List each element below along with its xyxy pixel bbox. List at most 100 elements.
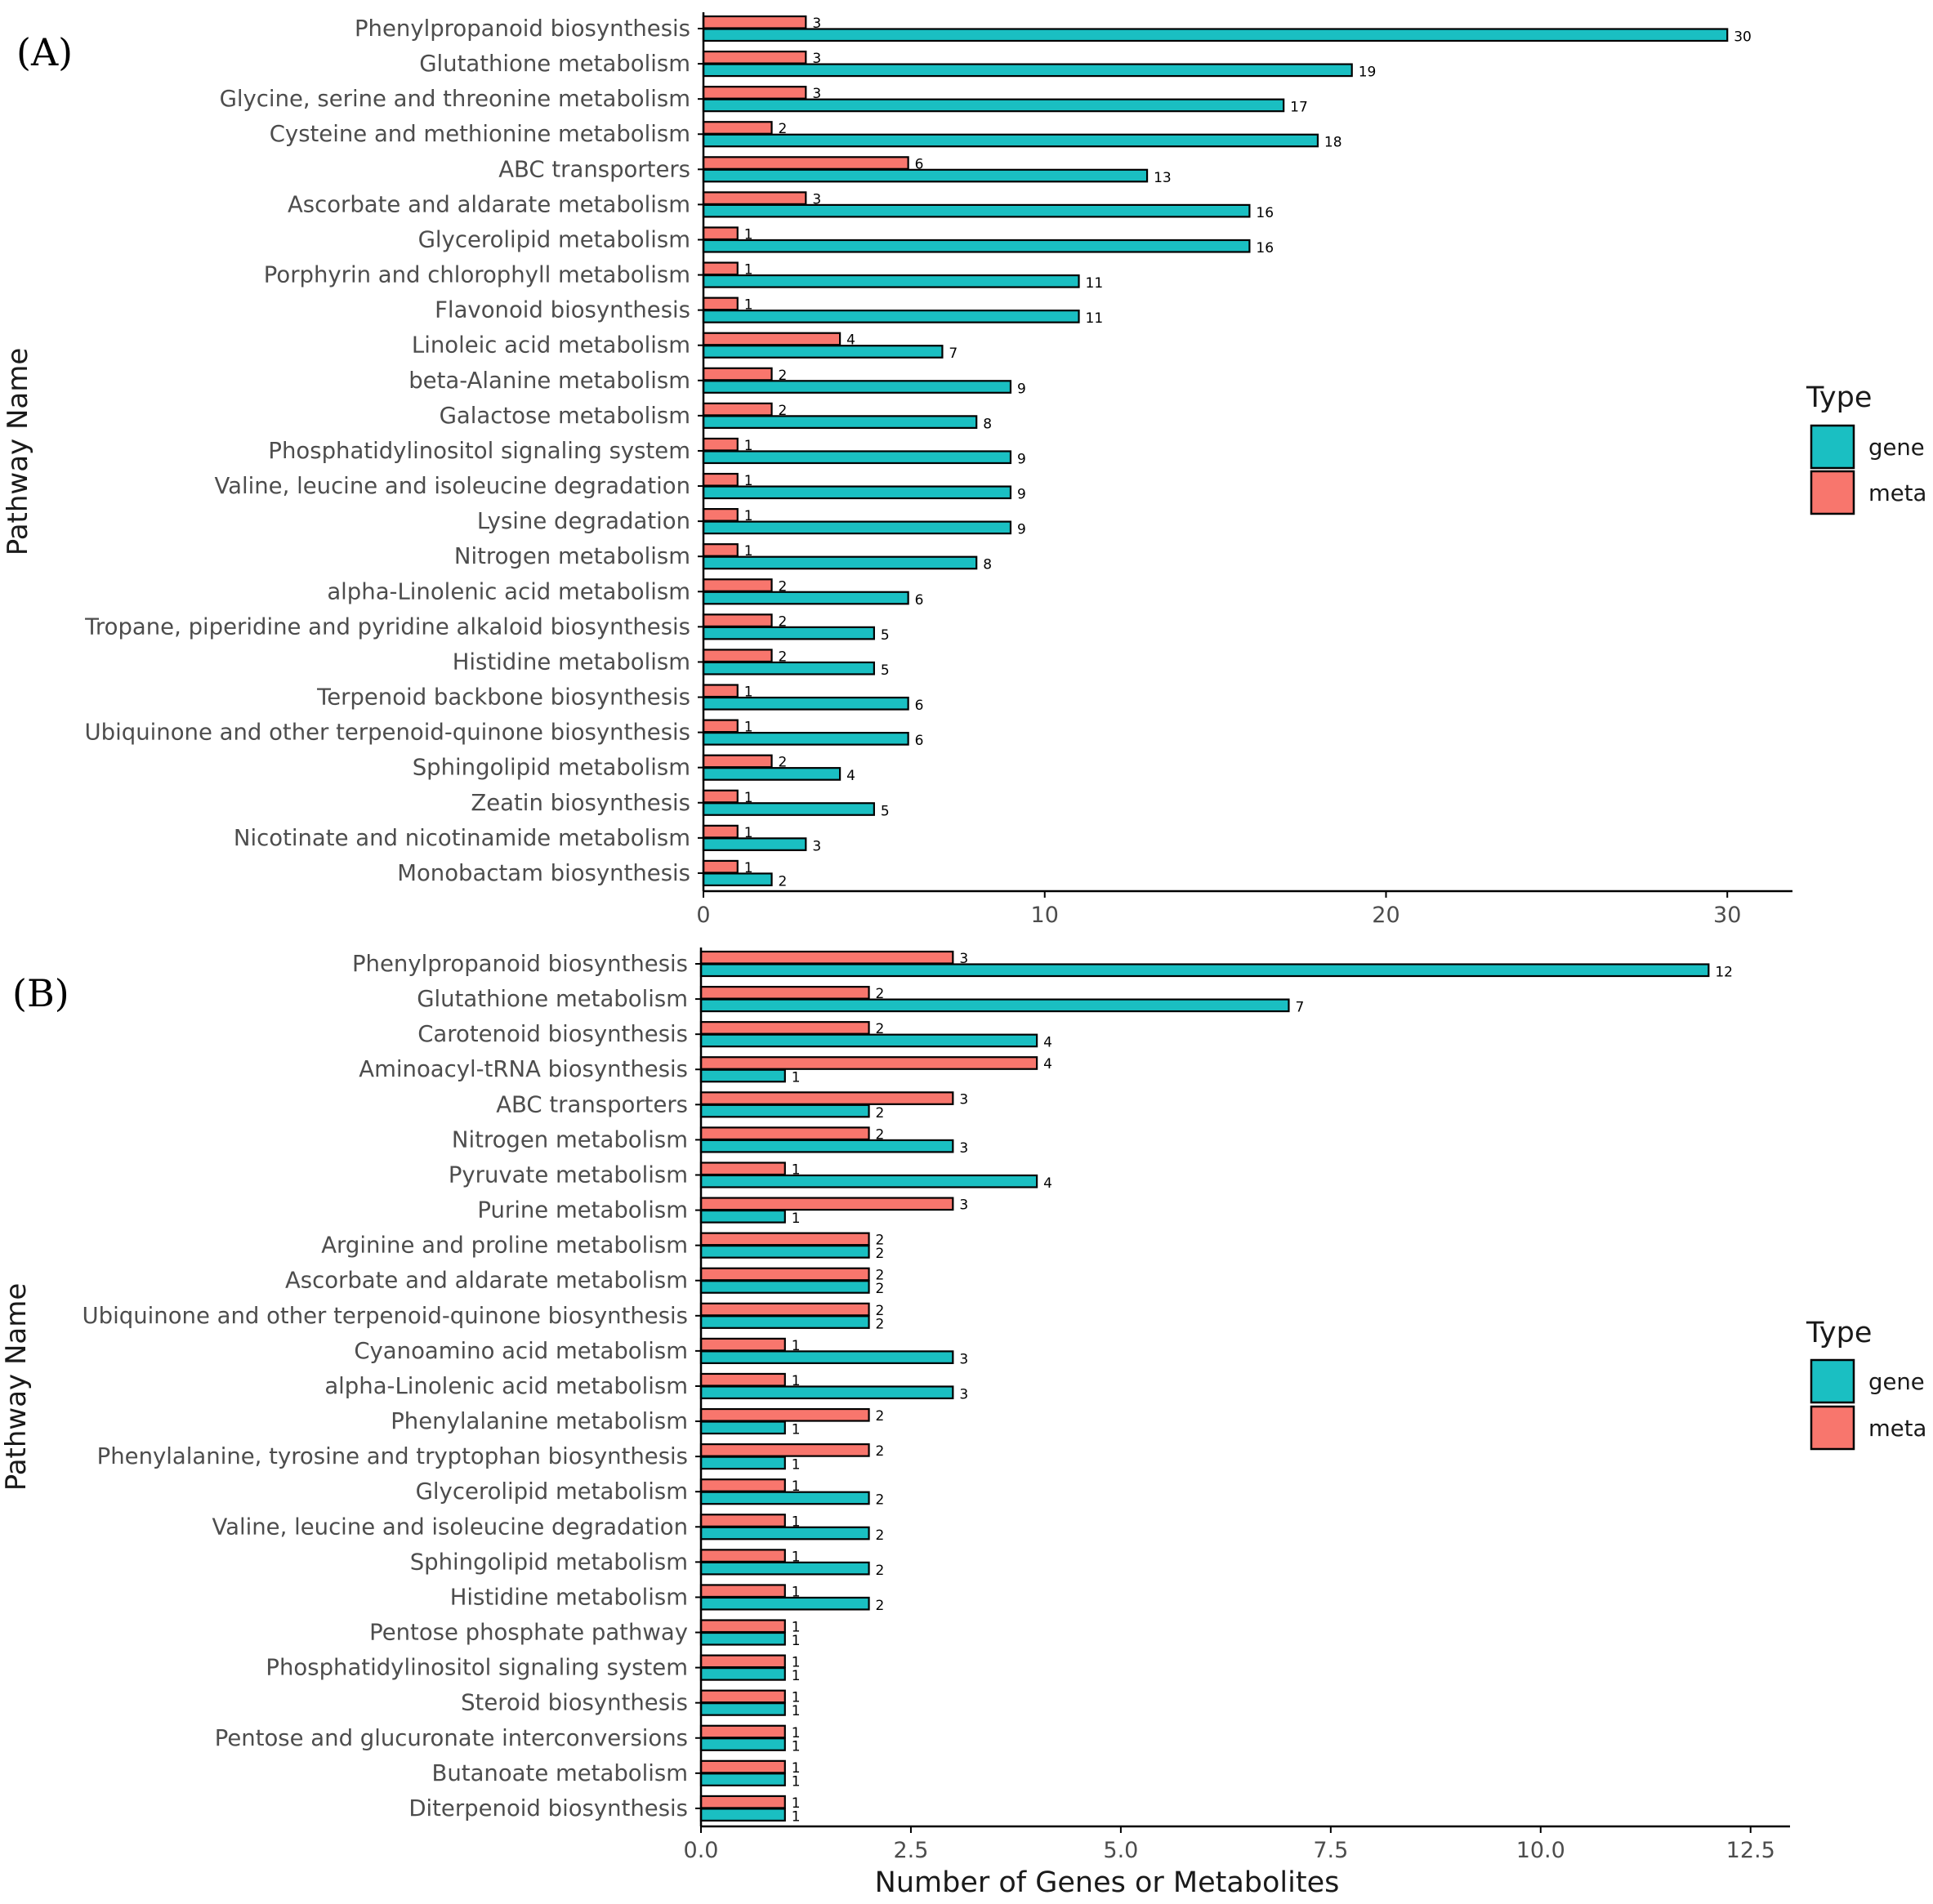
meta-value-label: 2 xyxy=(779,755,788,771)
gene-bar xyxy=(702,345,944,359)
gene-value-label: 9 xyxy=(1017,487,1026,503)
gene-bar xyxy=(702,872,773,887)
category-label: Glycine, serine and threonine metabolism xyxy=(220,86,690,112)
category-label: ABC transporters xyxy=(498,156,690,182)
gene-value-label: 11 xyxy=(1086,310,1104,327)
meta-value-label: 1 xyxy=(792,1584,801,1600)
meta-value-label: 1 xyxy=(792,1795,801,1812)
meta-bar xyxy=(699,1584,786,1599)
legend-swatch-meta xyxy=(1810,1405,1855,1451)
meta-bar xyxy=(699,1619,786,1634)
meta-bar xyxy=(702,789,739,804)
gene-bar xyxy=(699,1808,786,1822)
meta-bar xyxy=(702,578,773,592)
legend: Type gene meta xyxy=(1806,1317,1926,1451)
meta-value-label: 1 xyxy=(744,473,753,489)
meta-bar xyxy=(699,1654,786,1669)
meta-value-label: 1 xyxy=(792,1338,801,1354)
meta-bar xyxy=(699,1337,786,1352)
gene-bar xyxy=(702,661,875,676)
panel-label: (B) xyxy=(12,971,69,1015)
legend-label-meta: meta xyxy=(1868,480,1926,506)
meta-value-label: 2 xyxy=(779,403,788,419)
category-label: alpha-Linolenic acid metabolism xyxy=(324,1373,688,1399)
meta-value-label: 3 xyxy=(959,1091,968,1108)
meta-bar xyxy=(699,1267,870,1282)
gene-bar xyxy=(699,1209,786,1224)
x-tick-label: 12.5 xyxy=(1726,1838,1775,1863)
gene-value-label: 1 xyxy=(792,1703,801,1719)
gene-bar xyxy=(699,1526,870,1541)
x-tick-label: 10.0 xyxy=(1516,1838,1565,1863)
meta-value-label: 2 xyxy=(779,121,788,137)
category-label: Phosphatidylinositol signaling system xyxy=(268,438,690,464)
meta-value-label: 1 xyxy=(792,1478,801,1495)
legend-swatch-gene xyxy=(1810,1358,1855,1404)
category-label: Linoleic acid metabolism xyxy=(412,332,690,359)
meta-value-label: 2 xyxy=(876,1233,885,1249)
gene-value-label: 4 xyxy=(1043,1035,1052,1051)
x-tick-label: 2.5 xyxy=(893,1838,928,1863)
category-label: Aminoacyl-tRNA biosynthesis xyxy=(359,1056,688,1082)
category-label: Sphingolipid metabolism xyxy=(413,755,690,781)
category-label: Valine, leucine and isoleucine degradati… xyxy=(214,473,690,499)
category-label: Terpenoid backbone biosynthesis xyxy=(316,684,690,711)
gene-value-label: 5 xyxy=(881,662,890,679)
gene-bar xyxy=(699,998,1290,1013)
category-label: alpha-Linolenic acid metabolism xyxy=(327,578,690,604)
category-label: Histidine metabolism xyxy=(453,649,690,675)
gene-value-label: 8 xyxy=(983,557,992,573)
meta-bar xyxy=(699,1759,786,1774)
gene-value-label: 9 xyxy=(1017,451,1026,467)
category-label: Glycerolipid metabolism xyxy=(418,226,690,252)
meta-bar xyxy=(702,156,909,170)
gene-bar xyxy=(699,1174,1038,1188)
gene-bar xyxy=(699,1666,786,1681)
meta-bar xyxy=(699,1514,786,1527)
meta-value-label: 1 xyxy=(792,1620,801,1636)
gene-value-label: 16 xyxy=(1256,205,1274,221)
meta-value-label: 2 xyxy=(779,368,788,384)
gene-bar xyxy=(702,380,1012,394)
gene-value-label: 2 xyxy=(876,1281,885,1297)
meta-bar xyxy=(702,859,739,874)
gene-bar xyxy=(702,591,909,605)
gene-value-label: 11 xyxy=(1086,275,1104,292)
meta-value-label: 4 xyxy=(846,332,855,349)
meta-bar xyxy=(699,1478,786,1492)
meta-bar xyxy=(699,1549,786,1563)
meta-value-label: 1 xyxy=(792,1549,801,1565)
meta-value-label: 1 xyxy=(744,720,753,736)
gene-value-label: 2 xyxy=(876,1598,885,1614)
gene-value-label: 3 xyxy=(959,1140,968,1157)
gene-value-label: 1 xyxy=(792,1738,801,1755)
gene-bar xyxy=(702,485,1012,500)
gene-bar xyxy=(699,963,1710,978)
gene-bar xyxy=(699,1491,870,1505)
category-label: Phenylpropanoid biosynthesis xyxy=(352,951,688,977)
gene-bar xyxy=(702,731,909,746)
meta-value-label: 1 xyxy=(792,1655,801,1671)
gene-bar xyxy=(699,1561,870,1576)
meta-value-label: 2 xyxy=(876,1268,885,1284)
gene-bar xyxy=(699,1737,786,1751)
meta-bar xyxy=(702,437,739,452)
meta-value-label: 4 xyxy=(1043,1056,1052,1072)
meta-bar xyxy=(699,1689,786,1704)
meta-value-label: 1 xyxy=(744,438,753,454)
category-label: Flavonoid biosynthesis xyxy=(435,297,690,323)
meta-value-label: 1 xyxy=(744,508,753,524)
y-axis-title: Pathway Name xyxy=(2,348,34,556)
meta-value-label: 2 xyxy=(876,1021,885,1037)
legend-swatch-gene xyxy=(1810,424,1855,470)
meta-bar xyxy=(699,985,870,1000)
x-tick-label: 7.5 xyxy=(1313,1838,1348,1863)
category-label: Monobactam biosynthesis xyxy=(397,860,690,886)
meta-bar xyxy=(699,1197,954,1211)
category-label: Nicotinate and nicotinamide metabolism xyxy=(234,825,690,851)
meta-value-label: 1 xyxy=(744,262,753,279)
meta-bar xyxy=(702,472,739,487)
meta-bar xyxy=(702,402,773,417)
category-label: beta-Alanine metabolism xyxy=(408,368,690,394)
